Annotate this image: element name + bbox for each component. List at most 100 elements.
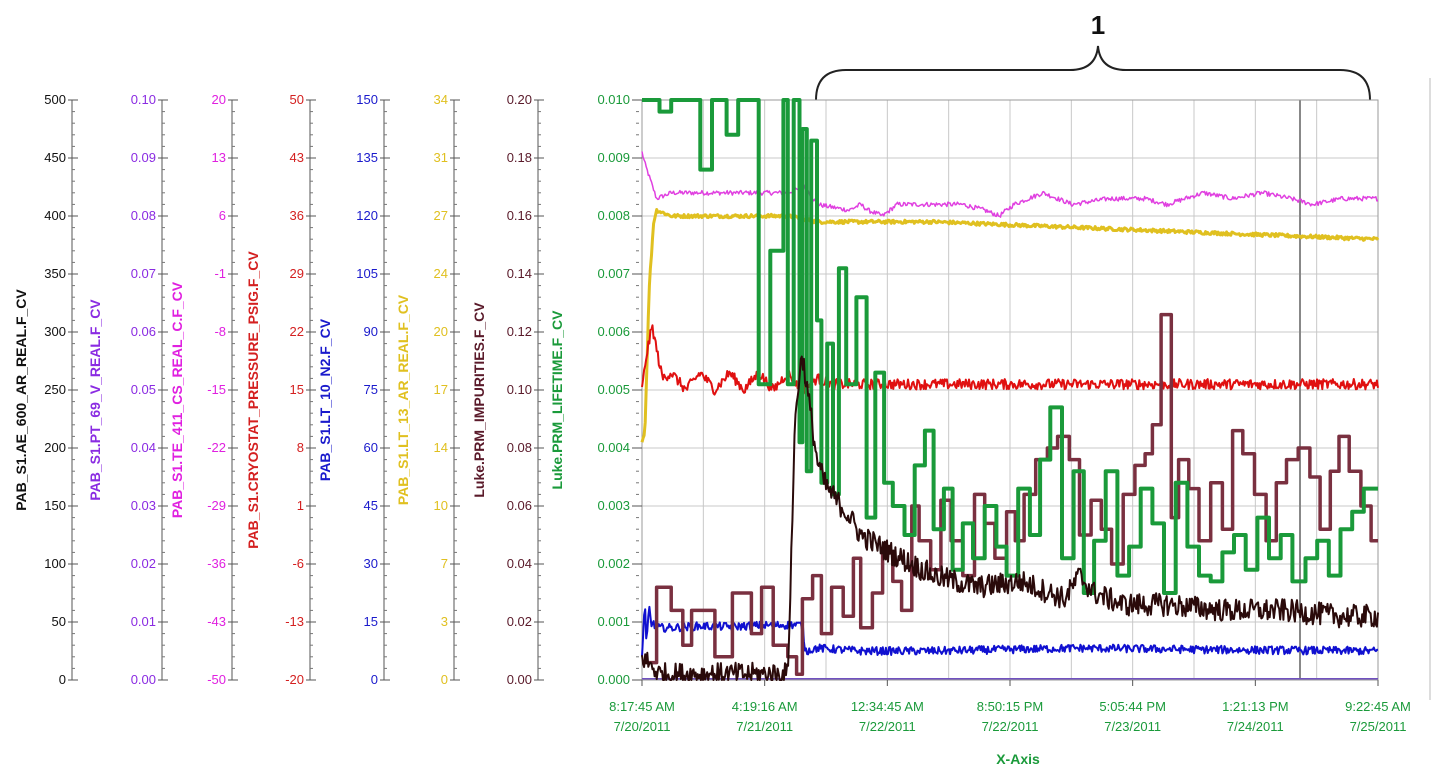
axes-layer: 050100150200250300350400450500PAB_S1.AE_… <box>13 92 642 687</box>
y-tick-label: 0.000 <box>597 672 630 687</box>
y-tick-label: 0.06 <box>507 498 532 513</box>
y-tick-label: 3 <box>441 614 448 629</box>
y-tick-label: 150 <box>44 498 66 513</box>
y-tick-label: -22 <box>207 440 226 455</box>
y-tick-label: 50 <box>52 614 66 629</box>
x-tick-label: 12:34:45 AM <box>851 699 924 714</box>
y-tick-label: 0.002 <box>597 556 630 571</box>
y-axis: 0.000 0.001 0.002 0.003 0.004 0.005 0.006 0.007… <box>549 92 642 687</box>
x-axis-title: X-Axis <box>996 751 1040 767</box>
y-tick-label: 135 <box>356 150 378 165</box>
y-tick-label: -8 <box>214 324 226 339</box>
y-tick-label: 45 <box>364 498 378 513</box>
y-tick-label: 0.007 <box>597 266 630 281</box>
y-tick-label: 450 <box>44 150 66 165</box>
y-tick-label: 20 <box>434 324 448 339</box>
y-tick-label: -20 <box>285 672 304 687</box>
series-line <box>640 208 1380 443</box>
y-axis-title: Luke.PRM_IMPURITIES.F_CV <box>471 302 487 498</box>
callout-group: 1 <box>815 10 1371 101</box>
callout-label: 1 <box>1091 10 1105 40</box>
y-tick-label: 105 <box>356 266 378 281</box>
y-tick-label: 0.10 <box>131 92 156 107</box>
y-tick-label: 150 <box>356 92 378 107</box>
x-tick-label: 7/24/2011 <box>1227 719 1284 734</box>
series-line <box>641 605 1379 657</box>
y-tick-label: -50 <box>207 672 226 687</box>
y-tick-label: 0.16 <box>507 208 532 223</box>
y-tick-label: 0.10 <box>507 382 532 397</box>
y-tick-label: 36 <box>290 208 304 223</box>
y-tick-label: 250 <box>44 382 66 397</box>
y-tick-label: 0 <box>371 672 378 687</box>
y-tick-label: 0.003 <box>597 498 630 513</box>
y-tick-label: 0.18 <box>507 150 532 165</box>
y-axis: -20 -13 -6 1 8 15 22 29 36 43 50 PAB_S1.CRYOSTAT_PR… <box>245 92 316 687</box>
y-tick-label: 0.05 <box>131 382 156 397</box>
y-tick-label: 0.08 <box>507 440 532 455</box>
y-axis: 0.00 0.02 0.04 0.06 0.08 0.10 0.12 0.14 0.16 0.18… <box>471 92 544 687</box>
y-tick-label: 0.008 <box>597 208 630 223</box>
y-axis: 0.00 0.01 0.02 0.03 0.04 0.05 0.06 0.07 0.08 0.09… <box>87 92 168 687</box>
series-line <box>641 355 1379 681</box>
x-tick-label: 9:22:45 AM <box>1345 699 1411 714</box>
x-tick-label: 7/22/2011 <box>859 719 916 734</box>
series-layer <box>640 98 1380 681</box>
y-tick-label: 0.00 <box>131 672 156 687</box>
y-axis-title: PAB_S1.CRYOSTAT_PRESSURE_PSIG.F_CV <box>245 251 261 549</box>
y-axis-title: PAB_S1.TE_411_CS_REAL_C.F_CV <box>169 281 185 518</box>
x-tick-label: 1:21:13 PM <box>1222 699 1289 714</box>
callout-brace <box>815 45 1371 101</box>
y-tick-label: 0.01 <box>131 614 156 629</box>
y-tick-label: 22 <box>290 324 304 339</box>
y-axis-title: Luke.PRM_LIFETIME.F_CV <box>549 310 565 490</box>
y-tick-label: 13 <box>212 150 226 165</box>
y-tick-label: 17 <box>434 382 448 397</box>
y-tick-label: 0 <box>59 672 66 687</box>
y-tick-label: 0.08 <box>131 208 156 223</box>
y-tick-label: 15 <box>290 382 304 397</box>
y-tick-label: -29 <box>207 498 226 513</box>
y-tick-label: 0.02 <box>507 614 532 629</box>
y-tick-label: 24 <box>434 266 448 281</box>
y-axis: -50 -43 -36 -29 -22 -15 -8 -1 6 13 20 PAB_S1.TE_411… <box>169 92 238 687</box>
y-tick-label: 0.00 <box>507 672 532 687</box>
y-tick-label: 350 <box>44 266 66 281</box>
y-tick-label: -1 <box>214 266 226 281</box>
y-tick-label: 0.009 <box>597 150 630 165</box>
x-tick-label: 5:05:44 PM <box>1099 699 1166 714</box>
x-axis: X-Axis 8:17:45 AM 7/20/2011 4:19:16 AM 7/21… <box>609 680 1411 767</box>
y-tick-label: 0.20 <box>507 92 532 107</box>
y-tick-label: 50 <box>290 92 304 107</box>
x-tick-label: 4:19:16 AM <box>732 699 798 714</box>
y-tick-label: 0.04 <box>131 440 156 455</box>
y-tick-label: 0.14 <box>507 266 532 281</box>
y-tick-label: 0.03 <box>131 498 156 513</box>
y-axis: 0 50 100 150 200 250 300 350 400 450 500 PAB_S1.AE_… <box>13 92 78 687</box>
y-axis-title: PAB_S1.LT_10_N2.F_CV <box>317 318 333 481</box>
y-tick-label: 0.09 <box>131 150 156 165</box>
y-tick-label: 0.02 <box>131 556 156 571</box>
y-tick-label: 34 <box>434 92 448 107</box>
y-tick-label: -43 <box>207 614 226 629</box>
y-tick-label: 20 <box>212 92 226 107</box>
x-tick-label: 7/25/2011 <box>1350 719 1407 734</box>
grid-layer <box>641 99 1379 681</box>
y-tick-label: 60 <box>364 440 378 455</box>
series-line <box>641 151 1378 218</box>
x-tick-label: 8:17:45 AM <box>609 699 675 714</box>
y-tick-label: 0.005 <box>597 382 630 397</box>
y-tick-label: 29 <box>290 266 304 281</box>
y-tick-label: 43 <box>290 150 304 165</box>
y-tick-label: 0.12 <box>507 324 532 339</box>
y-tick-label: 27 <box>434 208 448 223</box>
y-tick-label: 0.001 <box>597 614 630 629</box>
series-line <box>642 98 1378 595</box>
x-tick-label: 7/22/2011 <box>982 719 1039 734</box>
y-tick-label: 0.006 <box>597 324 630 339</box>
y-tick-label: 10 <box>434 498 448 513</box>
y-axis: 0 15 30 45 60 75 90 105 120 135 150 PAB_S1.LT_10_N2… <box>317 92 390 687</box>
y-tick-label: 0.06 <box>131 324 156 339</box>
y-tick-label: 0.04 <box>507 556 532 571</box>
